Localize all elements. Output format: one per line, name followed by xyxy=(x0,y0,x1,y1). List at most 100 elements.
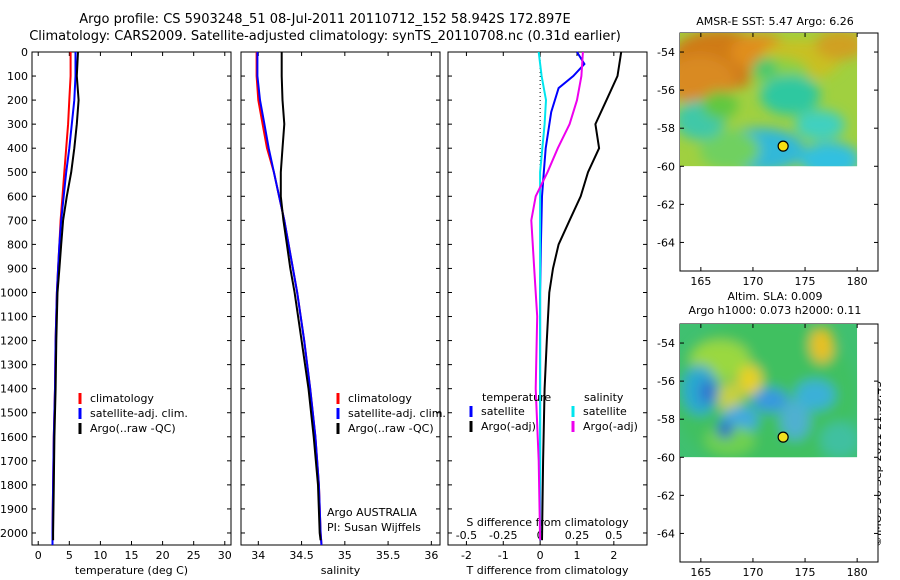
map-blob xyxy=(702,91,738,119)
figure-title-line1: Argo profile: CS 5903248_51 08-Jul-2011 … xyxy=(79,12,571,27)
x-tick-label: 170 xyxy=(742,566,763,579)
map-sst: 165 170 175 180 -54 -56 -58 -60 -62 -64 xyxy=(657,32,879,288)
map-blob xyxy=(800,142,858,167)
y-tick-label: 1900 xyxy=(0,503,28,516)
legend-label: Argo(-adj) xyxy=(583,420,638,433)
map-blob xyxy=(752,388,788,412)
argo-position-marker xyxy=(777,140,789,152)
top-tick-label: 0.5 xyxy=(605,529,623,542)
y-tick-label: -62 xyxy=(657,198,675,211)
x-tick-label: 34 xyxy=(251,549,265,562)
y-tick-label: 1200 xyxy=(0,335,28,348)
y-tick-label: 200 xyxy=(7,94,28,107)
y-tick-label: 1600 xyxy=(0,431,28,444)
x-tick-label: 35 xyxy=(338,549,352,562)
map-blob xyxy=(700,130,760,167)
legend-title: temperature xyxy=(482,391,551,404)
map-blobs xyxy=(680,324,858,458)
y-tick-label: -56 xyxy=(657,84,675,97)
map-field xyxy=(680,33,858,167)
series-line xyxy=(52,51,80,541)
x-tick-label: 175 xyxy=(795,566,816,579)
profile-panels: 0100200300400500600700800900100011001200… xyxy=(0,46,648,577)
x-tick-label: 0 xyxy=(537,549,544,562)
top-tick-label: -0.25 xyxy=(489,529,517,542)
map-blob xyxy=(760,75,820,115)
x-tick-label: 35.5 xyxy=(376,549,401,562)
x-tick-label: 180 xyxy=(847,275,868,288)
top-axis-label: S difference from climatology xyxy=(466,516,629,529)
argo-note: Argo AUSTRALIA xyxy=(327,506,417,519)
sst-map-title: AMSR-E SST: 5.47 Argo: 6.26 xyxy=(696,15,854,28)
y-tick-label: -64 xyxy=(657,527,675,540)
panel-frame xyxy=(447,51,648,546)
y-tick-label: -54 xyxy=(657,337,675,350)
top-tick-label: -0.5 xyxy=(456,529,477,542)
x-tick-label: 15 xyxy=(125,549,139,562)
x-tick-label: 170 xyxy=(742,275,763,288)
x-tick-label: 10 xyxy=(93,549,107,562)
map-blob xyxy=(815,33,858,60)
y-tick-label: 900 xyxy=(7,262,28,275)
y-tick-label: 1100 xyxy=(0,311,28,324)
series-line xyxy=(530,51,584,541)
legend-label: climatology xyxy=(348,392,412,405)
map-blob xyxy=(718,382,742,414)
series-line xyxy=(256,52,323,546)
x-tick-label: 34.5 xyxy=(289,549,314,562)
x-axis-label: salinity xyxy=(321,564,361,577)
argo-position-marker xyxy=(777,431,789,443)
x-tick-label: -2 xyxy=(461,549,472,562)
y-tick-label: -64 xyxy=(657,236,675,249)
x-axis-label: temperature (deg C) xyxy=(75,564,188,577)
legend-label: satellite-adj. clim. xyxy=(348,407,446,420)
legend-label: satellite xyxy=(583,405,627,418)
y-tick-label: 1300 xyxy=(0,359,28,372)
y-tick-label: 700 xyxy=(7,214,28,227)
y-tick-label: 300 xyxy=(7,118,28,131)
legend-label: Argo(..raw -QC) xyxy=(90,422,176,435)
argo-pi: PI: Susan Wijffels xyxy=(327,521,421,534)
map-blobs xyxy=(680,33,858,167)
x-tick-label: 5 xyxy=(66,549,73,562)
map-blob xyxy=(738,365,762,395)
legend-label: satellite xyxy=(481,405,525,418)
map-sla: 165 170 175 180 -54 -56 -58 -60 -62 -64 xyxy=(657,323,879,579)
y-tick-label: -54 xyxy=(657,46,675,59)
map-blob xyxy=(795,380,835,410)
map-blob xyxy=(753,58,777,78)
y-tick-label: 1700 xyxy=(0,455,28,468)
x-tick-label: 175 xyxy=(795,275,816,288)
map-blob xyxy=(717,422,733,438)
y-tick-label: 1500 xyxy=(0,407,28,420)
y-tick-label: 100 xyxy=(7,70,28,83)
y-tick-label: -60 xyxy=(657,160,675,173)
legend-label: satellite-adj. clim. xyxy=(90,407,188,420)
x-tick-label: 1 xyxy=(573,549,580,562)
x-tick-label: 20 xyxy=(156,549,170,562)
y-tick-label: 1000 xyxy=(0,286,28,299)
panel-salinity: 34 34.5 35 35.5 36 salinity climatology satelli… xyxy=(240,51,446,577)
map-field xyxy=(680,324,858,458)
y-tick-label: 600 xyxy=(7,190,28,203)
map-blob xyxy=(700,380,716,404)
y-tick-label: -58 xyxy=(657,413,675,426)
y-tick-label: -60 xyxy=(657,451,675,464)
panel-frame xyxy=(240,51,441,546)
x-tick-label: 36 xyxy=(424,549,438,562)
sla-map-title-line1: Altim. SLA: 0.009 xyxy=(727,290,823,303)
x-tick-label: 0 xyxy=(35,549,42,562)
series-line xyxy=(537,51,548,541)
x-tick-label: 30 xyxy=(218,549,232,562)
map-blob xyxy=(795,110,845,140)
x-tick-label: -1 xyxy=(498,549,509,562)
x-tick-label: 180 xyxy=(847,566,868,579)
figure-title-line2: Climatology: CARS2009. Satellite-adjuste… xyxy=(29,29,621,44)
y-tick-label: 1800 xyxy=(0,479,28,492)
panel-frame xyxy=(31,51,232,546)
map-blob xyxy=(810,327,834,363)
legend-label: climatology xyxy=(90,392,154,405)
legend-label: Argo(..raw -QC) xyxy=(348,422,434,435)
x-tick-label: 25 xyxy=(187,549,201,562)
